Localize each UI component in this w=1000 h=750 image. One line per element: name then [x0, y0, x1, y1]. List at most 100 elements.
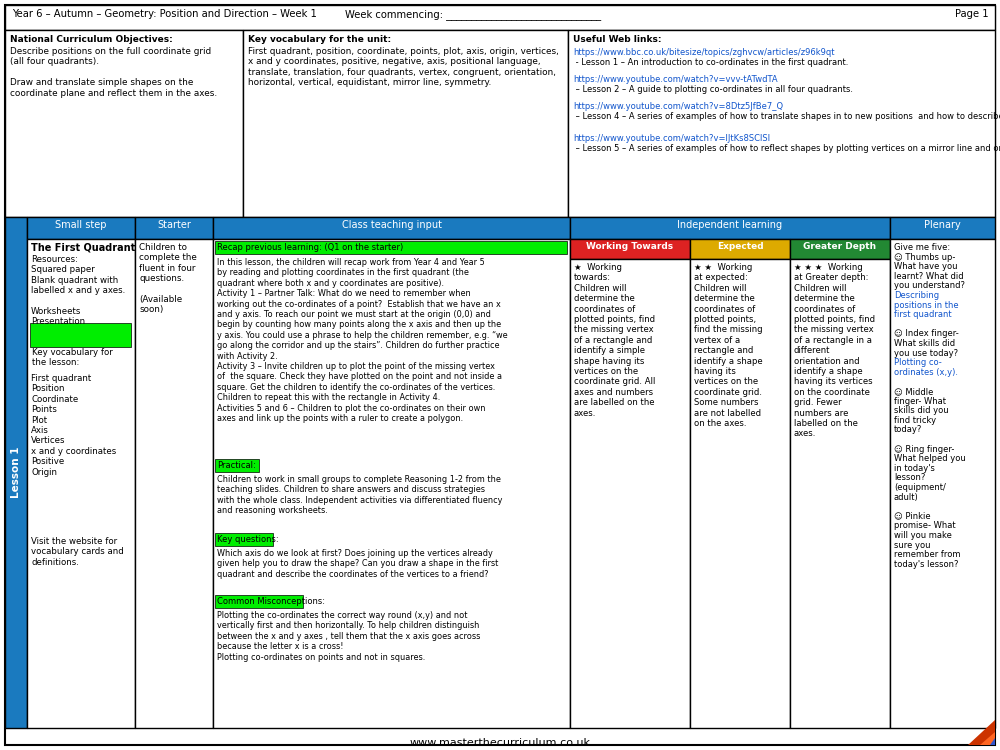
Text: In this lesson, the children will recap work from Year 4 and Year 5
by reading a: In this lesson, the children will recap … — [217, 258, 508, 423]
Text: ☺ Ring finger-: ☺ Ring finger- — [894, 445, 954, 454]
Text: Page 1: Page 1 — [955, 9, 989, 19]
Text: Starter: Starter — [157, 220, 191, 230]
Text: Class teaching input: Class teaching input — [342, 220, 442, 230]
Text: National Curriculum Objectives:: National Curriculum Objectives: — [10, 35, 173, 44]
Text: Resources:
Squared paper
Blank quadrant with
labelled x and y axes.

Worksheets
: Resources: Squared paper Blank quadrant … — [31, 255, 125, 326]
Text: – Lesson 5 – A series of examples of how to reflect shapes by plotting vertices : – Lesson 5 – A series of examples of how… — [573, 144, 1000, 153]
Text: Key vocabulary for
the lesson:: Key vocabulary for the lesson: — [32, 348, 113, 368]
Text: Children to
complete the
fluent in four
questions.

(Available
soon): Children to complete the fluent in four … — [139, 243, 197, 314]
FancyBboxPatch shape — [570, 259, 690, 728]
Text: Describing: Describing — [894, 291, 939, 300]
Text: Key questions:: Key questions: — [217, 535, 279, 544]
FancyBboxPatch shape — [27, 239, 135, 728]
FancyBboxPatch shape — [215, 595, 303, 608]
Text: Independent learning: Independent learning — [677, 220, 783, 230]
FancyBboxPatch shape — [5, 5, 995, 745]
FancyBboxPatch shape — [690, 259, 790, 728]
Text: https://www.bbc.co.uk/bitesize/topics/zghvcw/articles/z96k9qt: https://www.bbc.co.uk/bitesize/topics/zg… — [573, 48, 834, 57]
Text: What skills did: What skills did — [894, 339, 955, 348]
Text: Year 6 – Autumn – Geometry: Position and Direction – Week 1: Year 6 – Autumn – Geometry: Position and… — [12, 9, 317, 19]
Text: What helped you: What helped you — [894, 454, 966, 464]
Text: finger- What: finger- What — [894, 397, 946, 406]
Text: ordinates (x,y).: ordinates (x,y). — [894, 368, 958, 376]
Text: Plenary: Plenary — [924, 220, 961, 230]
Text: – Lesson 2 – A guide to plotting co-ordinates in all four quadrants.: – Lesson 2 – A guide to plotting co-ordi… — [573, 85, 853, 94]
Text: https://www.youtube.com/watch?v=8Dtz5JfBe7_Q: https://www.youtube.com/watch?v=8Dtz5JfB… — [573, 102, 783, 111]
Text: Describe positions on the full coordinate grid
(all four quadrants).

Draw and t: Describe positions on the full coordinat… — [10, 47, 217, 98]
FancyBboxPatch shape — [135, 217, 213, 239]
Text: today?: today? — [894, 425, 922, 434]
Text: promise- What: promise- What — [894, 521, 956, 530]
FancyBboxPatch shape — [890, 217, 995, 239]
Text: positions in the: positions in the — [894, 301, 959, 310]
FancyBboxPatch shape — [215, 241, 567, 254]
Text: Recap previous learning: (Q1 on the starter): Recap previous learning: (Q1 on the star… — [217, 243, 403, 252]
FancyBboxPatch shape — [568, 30, 995, 217]
Text: Small step: Small step — [55, 220, 107, 230]
FancyBboxPatch shape — [215, 533, 273, 546]
Text: ☺ Thumbs up-: ☺ Thumbs up- — [894, 253, 955, 262]
Text: sure you: sure you — [894, 541, 930, 550]
Text: Children to work in small groups to complete Reasoning 1-2 from the
teaching sli: Children to work in small groups to comp… — [217, 475, 502, 515]
Text: Expected: Expected — [717, 242, 763, 251]
FancyBboxPatch shape — [690, 239, 790, 259]
Text: (equipment/: (equipment/ — [894, 483, 946, 492]
Text: Useful Web links:: Useful Web links: — [573, 35, 662, 44]
FancyBboxPatch shape — [213, 239, 570, 728]
Text: First quadrant, position, coordinate, points, plot, axis, origin, vertices,
x an: First quadrant, position, coordinate, po… — [248, 47, 559, 87]
Text: ☺ Middle: ☺ Middle — [894, 387, 933, 396]
Text: www.masterthecurriculum.co.uk: www.masterthecurriculum.co.uk — [410, 738, 590, 748]
FancyBboxPatch shape — [890, 239, 995, 728]
Text: https://www.youtube.com/watch?v=lJtKs8SClSI: https://www.youtube.com/watch?v=lJtKs8SC… — [573, 134, 770, 143]
Text: adult): adult) — [894, 493, 919, 502]
FancyBboxPatch shape — [5, 5, 995, 30]
FancyBboxPatch shape — [213, 217, 570, 239]
Text: find tricky: find tricky — [894, 416, 936, 424]
Text: Key vocabulary for the unit:: Key vocabulary for the unit: — [248, 35, 391, 44]
FancyBboxPatch shape — [27, 217, 135, 239]
Text: you use today?: you use today? — [894, 349, 958, 358]
FancyBboxPatch shape — [790, 239, 890, 259]
Text: Plotting co-: Plotting co- — [894, 358, 942, 368]
Text: Practical:: Practical: — [217, 461, 256, 470]
Polygon shape — [968, 720, 995, 745]
Text: The First Quadrant: The First Quadrant — [31, 243, 135, 253]
Text: First quadrant
Position
Coordinate
Points
Plot
Axis
Vertices
x and y coordinates: First quadrant Position Coordinate Point… — [31, 374, 116, 476]
Text: ☺ Pinkie: ☺ Pinkie — [894, 512, 931, 520]
Text: ☺ Index finger-: ☺ Index finger- — [894, 329, 959, 338]
Text: today's lesson?: today's lesson? — [894, 560, 958, 568]
Text: Plotting the co-ordinates the correct way round (x,y) and not
vertically first a: Plotting the co-ordinates the correct wa… — [217, 611, 480, 662]
Text: skills did you: skills did you — [894, 406, 949, 416]
Text: - Lesson 1 – An introduction to co-ordinates in the first quadrant.: - Lesson 1 – An introduction to co-ordin… — [573, 58, 848, 67]
FancyBboxPatch shape — [790, 259, 890, 728]
Text: Week commencing: _______________________________: Week commencing: _______________________… — [345, 9, 601, 20]
FancyBboxPatch shape — [5, 217, 27, 728]
Text: ★  Working
towards:
Children will
determine the
coordinates of
plotted points, f: ★ Working towards: Children will determi… — [574, 263, 655, 418]
Text: What have you: What have you — [894, 262, 958, 272]
Text: lesson?: lesson? — [894, 473, 925, 482]
Text: first quadrant: first quadrant — [894, 310, 952, 320]
Text: – Lesson 4 – A series of examples of how to translate shapes in to new positions: – Lesson 4 – A series of examples of how… — [573, 112, 1000, 121]
Text: Greater Depth: Greater Depth — [803, 242, 877, 251]
Polygon shape — [990, 738, 995, 745]
Text: Which axis do we look at first? Does joining up the vertices already
given help : Which axis do we look at first? Does joi… — [217, 549, 498, 579]
Text: you understand?: you understand? — [894, 281, 965, 290]
Text: Common Misconceptions:: Common Misconceptions: — [217, 597, 325, 606]
FancyBboxPatch shape — [243, 30, 568, 217]
Text: ★ ★  Working
at expected:
Children will
determine the
coordinates of
plotted poi: ★ ★ Working at expected: Children will d… — [694, 263, 763, 428]
FancyBboxPatch shape — [135, 239, 213, 728]
Text: will you make: will you make — [894, 531, 952, 540]
Text: https://www.youtube.com/watch?v=vvv-tATwdTA: https://www.youtube.com/watch?v=vvv-tATw… — [573, 75, 778, 84]
FancyBboxPatch shape — [570, 217, 890, 239]
Text: ★ ★ ★  Working
at Greater depth:
Children will
determine the
coordinates of
plot: ★ ★ ★ Working at Greater depth: Children… — [794, 263, 875, 439]
Text: Give me five:: Give me five: — [894, 243, 950, 252]
Text: in today's: in today's — [894, 464, 935, 472]
FancyBboxPatch shape — [30, 323, 131, 347]
Polygon shape — [980, 732, 995, 745]
Text: learnt? What did: learnt? What did — [894, 272, 964, 280]
Text: Visit the website for
vocabulary cards and
definitions.: Visit the website for vocabulary cards a… — [31, 537, 124, 567]
Text: Working Towards: Working Towards — [586, 242, 674, 251]
FancyBboxPatch shape — [570, 239, 690, 259]
Text: Lesson 1: Lesson 1 — [11, 447, 21, 498]
Text: remember from: remember from — [894, 550, 960, 560]
